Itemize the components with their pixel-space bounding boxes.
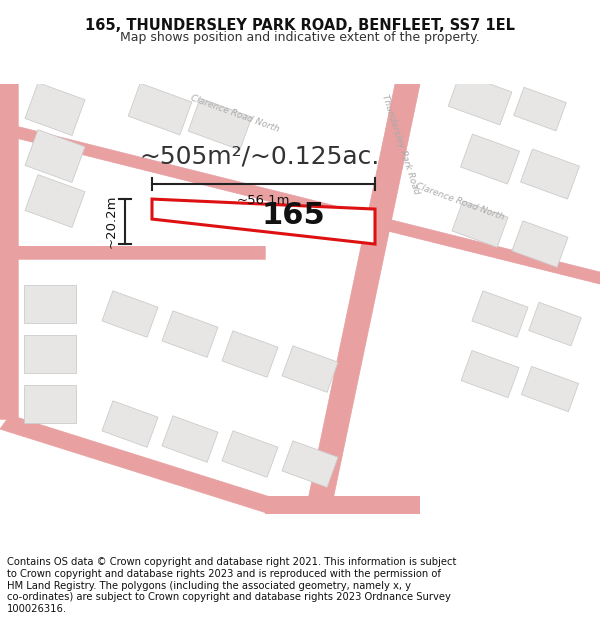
Text: 165, THUNDERSLEY PARK ROAD, BENFLEET, SS7 1EL: 165, THUNDERSLEY PARK ROAD, BENFLEET, SS… [85,18,515,32]
Bar [24,285,76,323]
Bar [102,401,158,448]
Polygon shape [18,246,265,259]
Bar [25,174,85,228]
Bar [188,98,252,150]
Polygon shape [265,496,420,514]
Text: Map shows position and indicative extent of the property.: Map shows position and indicative extent… [120,31,480,44]
Bar [514,88,566,131]
Bar [452,201,508,248]
Bar [222,431,278,478]
Text: ~56.1m: ~56.1m [237,194,290,207]
Bar [25,82,85,136]
Bar [461,351,519,398]
Bar [162,416,218,462]
Polygon shape [305,84,420,514]
Bar [512,221,568,268]
Bar [529,302,581,346]
Bar [521,366,578,412]
Bar [24,335,76,373]
Text: ~20.2m: ~20.2m [104,195,118,248]
Polygon shape [152,199,375,244]
Polygon shape [0,84,18,419]
Bar [25,129,85,182]
Polygon shape [0,122,600,284]
Bar [282,346,338,392]
Text: Thundersley Park Road: Thundersley Park Road [380,93,421,195]
Bar [24,385,76,423]
Bar [162,311,218,358]
Text: HM Land Registry. The polygons (including the associated geometry, namely x, y: HM Land Registry. The polygons (includin… [7,581,411,591]
Text: co-ordinates) are subject to Crown copyright and database rights 2023 Ordnance S: co-ordinates) are subject to Crown copyr… [7,592,451,602]
Bar [472,291,528,338]
Bar [282,441,338,488]
Bar [102,291,158,338]
Bar [128,83,192,135]
Bar [521,149,580,199]
Text: 100026316.: 100026316. [7,604,67,614]
Bar [222,331,278,378]
Text: Clarence Road North: Clarence Road North [190,94,281,134]
Text: Contains OS data © Crown copyright and database right 2021. This information is : Contains OS data © Crown copyright and d… [7,557,457,567]
Text: Clarence Road North: Clarence Road North [415,182,506,222]
Text: 165: 165 [262,201,325,230]
Text: to Crown copyright and database rights 2023 and is reproduced with the permissio: to Crown copyright and database rights 2… [7,569,441,579]
Bar [448,73,512,125]
Text: ~505m²/~0.125ac.: ~505m²/~0.125ac. [140,144,380,168]
Polygon shape [0,415,280,514]
Bar [461,134,520,184]
